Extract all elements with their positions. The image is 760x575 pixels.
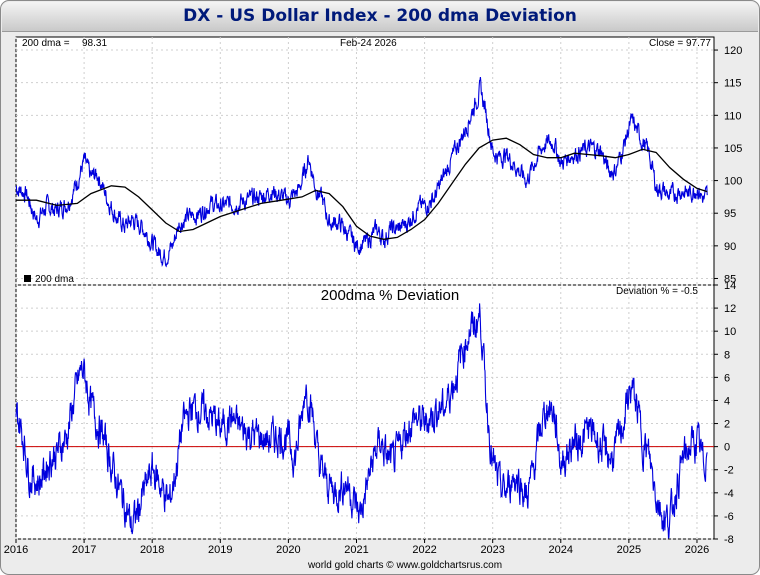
deviation-y-tick-label: 4 — [724, 395, 730, 407]
x-tick-label: 2017 — [72, 544, 96, 556]
price-y-tick-label: 120 — [724, 45, 742, 57]
price-y-tick-label: 95 — [724, 208, 736, 220]
dma-series-line — [16, 137, 708, 240]
deviation-title: 200dma % Deviation — [321, 287, 459, 304]
deviation-y-tick-label: -4 — [724, 488, 734, 500]
deviation-y-tick-label: -6 — [724, 511, 734, 523]
deviation-y-tick-label: 14 — [724, 280, 736, 292]
deviation-y-tick-label: 8 — [724, 349, 730, 361]
x-tick-label: 2022 — [412, 544, 436, 556]
deviation-y-tick-label: 6 — [724, 372, 730, 384]
deviation-y-tick-label: 12 — [724, 303, 736, 315]
legend-label: 200 dma — [35, 274, 74, 285]
x-tick-label: 2018 — [140, 544, 164, 556]
deviation-y-tick-label: 0 — [724, 442, 730, 454]
dma-value: 98.31 — [82, 38, 107, 49]
x-tick-label: 2016 — [4, 544, 28, 556]
close-label: Close = 97.77 — [649, 38, 711, 49]
chart-title: DX - US Dollar Index - 200 dma Deviation — [2, 2, 758, 32]
x-tick-label: 2021 — [344, 544, 368, 556]
price-series-line — [15, 77, 708, 268]
deviation-value: Deviation % = -0.5 — [616, 286, 698, 297]
deviation-y-tick-label: -8 — [724, 534, 734, 546]
date-label: Feb-24 2026 — [340, 38, 397, 49]
legend-swatch — [24, 275, 31, 282]
x-tick-label: 2026 — [685, 544, 709, 556]
deviation-y-tick-label: -2 — [724, 465, 734, 477]
price-y-tick-label: 105 — [724, 143, 742, 155]
x-tick-label: 2020 — [276, 544, 300, 556]
footer-credit: world gold charts © www.goldchartsrus.co… — [307, 560, 502, 571]
x-tick-label: 2019 — [208, 544, 232, 556]
price-panel — [15, 36, 715, 286]
price-y-tick-label: 90 — [724, 241, 736, 253]
price-y-tick-label: 85 — [724, 273, 736, 285]
deviation-y-tick-label: 2 — [724, 419, 730, 431]
price-y-tick-label: 110 — [724, 110, 742, 122]
deviation-series-line — [15, 303, 708, 539]
price-y-tick-label: 115 — [724, 78, 742, 90]
deviation-y-tick-label: 10 — [724, 326, 736, 338]
x-tick-label: 2023 — [480, 544, 504, 556]
x-tick-label: 2025 — [617, 544, 641, 556]
dma-label: 200 dma = — [22, 38, 70, 49]
x-tick-label: 2024 — [549, 544, 573, 556]
price-y-tick-label: 100 — [724, 176, 742, 188]
